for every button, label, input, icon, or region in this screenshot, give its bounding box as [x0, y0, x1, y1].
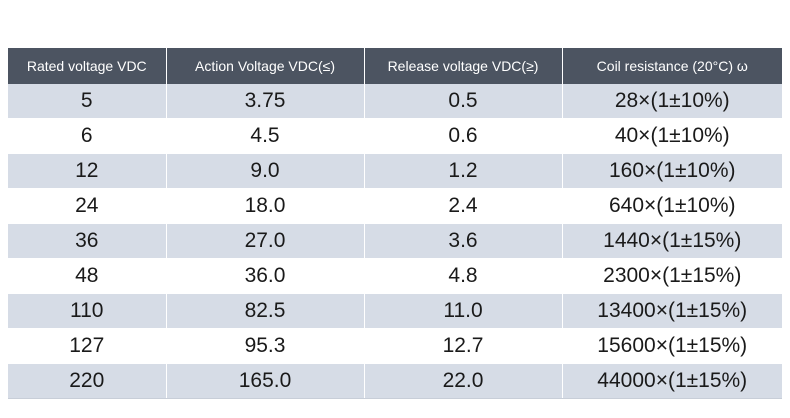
cell-action-voltage: 3.75 — [166, 84, 365, 119]
table-row: 48 36.0 4.8 2300×(1±15%) — [8, 258, 782, 294]
cell-action-voltage: 27.0 — [166, 223, 365, 259]
table-row: 6 4.5 0.6 40×(1±10%) — [8, 118, 782, 154]
cell-release-voltage: 4.8 — [364, 258, 563, 294]
cell-release-voltage: 0.5 — [364, 84, 563, 119]
cell-rated-voltage: 127 — [8, 328, 167, 364]
cell-coil-resistance: 40×(1±10%) — [562, 118, 782, 154]
cell-rated-voltage: 48 — [8, 258, 167, 294]
cell-release-voltage: 1.2 — [364, 153, 563, 189]
cell-release-voltage: 0.6 — [364, 118, 563, 154]
cell-rated-voltage: 36 — [8, 223, 167, 259]
header-rated-voltage: Rated voltage VDC — [8, 48, 167, 84]
cell-action-voltage: 4.5 — [166, 118, 365, 154]
cell-coil-resistance: 640×(1±10%) — [562, 188, 782, 224]
header-release-voltage: Release voltage VDC(≥) — [364, 48, 563, 84]
cell-action-voltage: 9.0 — [166, 153, 365, 189]
cell-rated-voltage: 5 — [8, 84, 167, 119]
cell-action-voltage: 36.0 — [166, 258, 365, 294]
cell-coil-resistance: 28×(1±10%) — [562, 84, 782, 119]
coil-spec-table-container: Rated voltage VDC Action Voltage VDC(≤) … — [8, 48, 782, 399]
cell-rated-voltage: 110 — [8, 293, 167, 329]
cell-coil-resistance: 15600×(1±15%) — [562, 328, 782, 364]
table-body: 5 3.75 0.5 28×(1±10%) 6 4.5 0.6 40×(1±10… — [8, 84, 782, 399]
cell-coil-resistance: 160×(1±10%) — [562, 153, 782, 189]
table-row: 5 3.75 0.5 28×(1±10%) — [8, 84, 782, 119]
cell-rated-voltage: 220 — [8, 363, 167, 399]
cell-release-voltage: 3.6 — [364, 223, 563, 259]
cell-rated-voltage: 6 — [8, 118, 167, 154]
cell-action-voltage: 95.3 — [166, 328, 365, 364]
header-coil-resistance: Coil resistance (20°C) ω — [562, 48, 782, 84]
cell-action-voltage: 165.0 — [166, 363, 365, 399]
cell-coil-resistance: 1440×(1±15%) — [562, 223, 782, 259]
table-row: 36 27.0 3.6 1440×(1±15%) — [8, 223, 782, 259]
table-row: 127 95.3 12.7 15600×(1±15%) — [8, 328, 782, 364]
cell-coil-resistance: 13400×(1±15%) — [562, 293, 782, 329]
table-row: 110 82.5 11.0 13400×(1±15%) — [8, 293, 782, 329]
cell-rated-voltage: 12 — [8, 153, 167, 189]
table-header: Rated voltage VDC Action Voltage VDC(≤) … — [8, 48, 782, 84]
table-row: 24 18.0 2.4 640×(1±10%) — [8, 188, 782, 224]
cell-release-voltage: 12.7 — [364, 328, 563, 364]
cell-action-voltage: 18.0 — [166, 188, 365, 224]
header-row: Rated voltage VDC Action Voltage VDC(≤) … — [8, 48, 782, 84]
cell-release-voltage: 22.0 — [364, 363, 563, 399]
header-action-voltage: Action Voltage VDC(≤) — [166, 48, 365, 84]
cell-release-voltage: 11.0 — [364, 293, 563, 329]
cell-rated-voltage: 24 — [8, 188, 167, 224]
table-row: 220 165.0 22.0 44000×(1±15%) — [8, 363, 782, 399]
coil-spec-table: Rated voltage VDC Action Voltage VDC(≤) … — [8, 48, 782, 399]
cell-coil-resistance: 44000×(1±15%) — [562, 363, 782, 399]
table-row: 12 9.0 1.2 160×(1±10%) — [8, 153, 782, 189]
cell-coil-resistance: 2300×(1±15%) — [562, 258, 782, 294]
cell-release-voltage: 2.4 — [364, 188, 563, 224]
cell-action-voltage: 82.5 — [166, 293, 365, 329]
